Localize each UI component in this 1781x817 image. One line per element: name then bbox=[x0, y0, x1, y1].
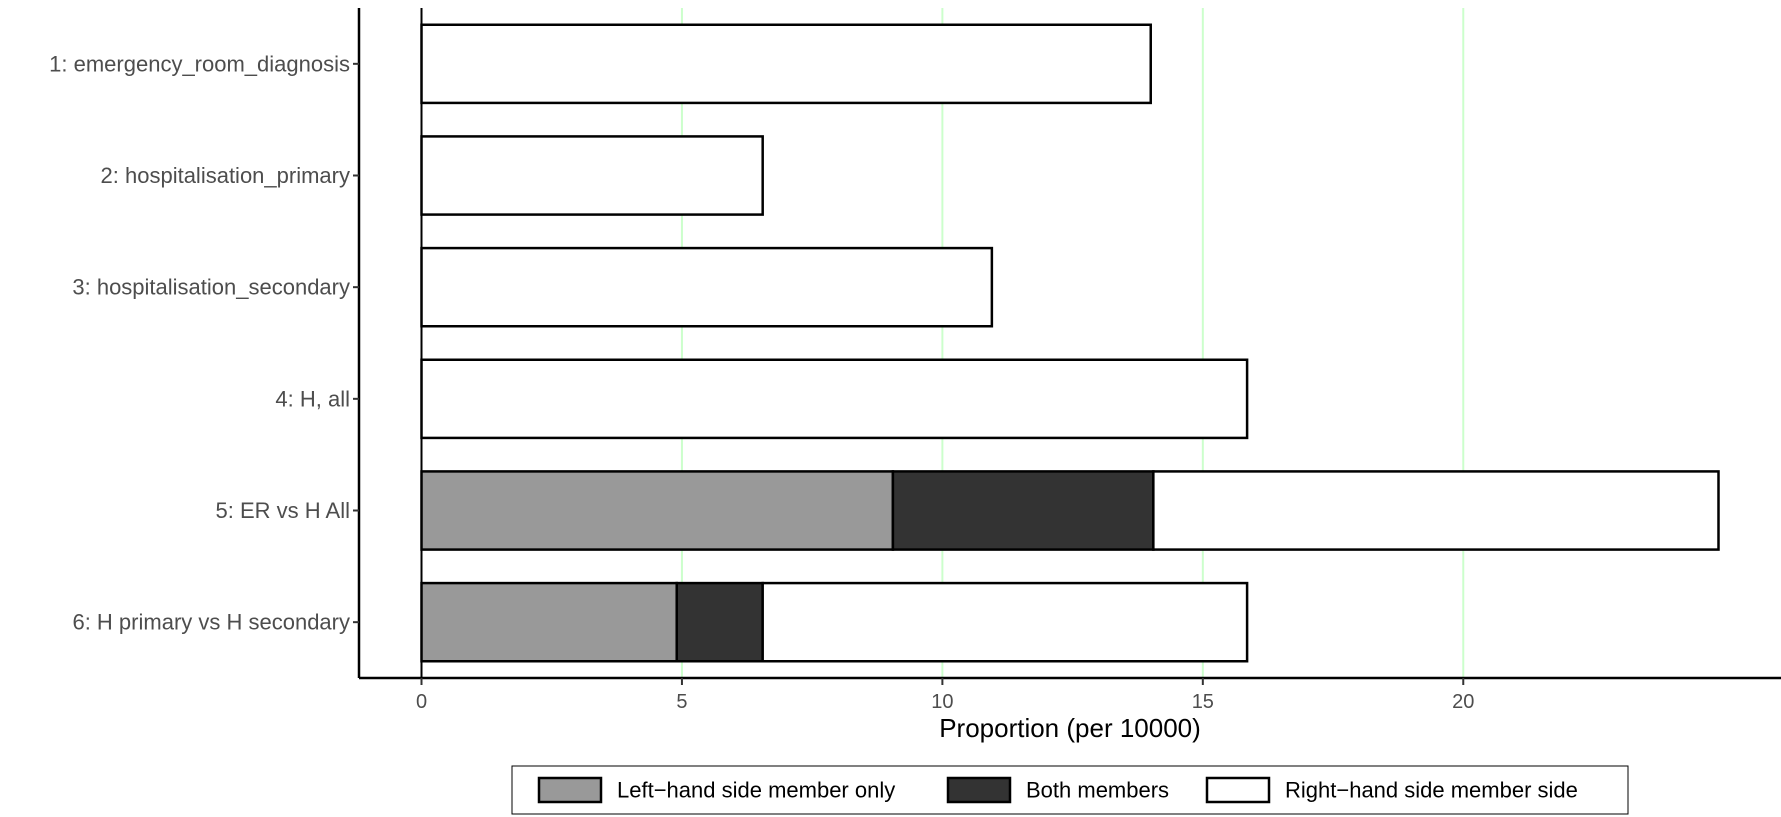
gridlines bbox=[680, 8, 1465, 678]
bar-segment bbox=[420, 358, 1249, 440]
category-label: 2: hospitalisation_primary bbox=[101, 163, 350, 188]
bar-segment bbox=[891, 470, 1155, 551]
bar-segment bbox=[420, 246, 994, 328]
x-ticks: 0 5 10 15 20 bbox=[416, 678, 1474, 713]
x-tick-label: 15 bbox=[1192, 691, 1214, 713]
x-tick-label: 10 bbox=[931, 691, 953, 713]
category-labels: 1: emergency_room_diagnosis 2: hospitalis… bbox=[49, 51, 350, 634]
bar-segment bbox=[1152, 470, 1720, 551]
category-label: 3: hospitalisation_secondary bbox=[72, 275, 350, 300]
bar-segment bbox=[420, 581, 678, 663]
legend-swatch bbox=[946, 776, 1012, 804]
legend-box bbox=[511, 765, 1629, 815]
x-tick-label: 0 bbox=[416, 691, 427, 713]
axes bbox=[353, 8, 1781, 680]
legend-label: Left−hand side member only bbox=[617, 778, 895, 803]
legend-label: Right−hand side member side bbox=[1285, 778, 1578, 803]
category-label: 1: emergency_room_diagnosis bbox=[49, 51, 350, 76]
bars bbox=[420, 23, 1720, 663]
legend: Left−hand side member only Both members Ri… bbox=[511, 765, 1629, 815]
category-label: 5: ER vs H All bbox=[216, 498, 350, 523]
bar-segment bbox=[420, 470, 895, 551]
bar-segment bbox=[420, 23, 1152, 105]
bar-segment bbox=[675, 581, 764, 663]
legend-swatch bbox=[537, 776, 603, 804]
legend-swatch bbox=[1205, 776, 1271, 804]
x-axis-title: Proportion (per 10000) bbox=[939, 713, 1201, 743]
category-label: 6: H primary vs H secondary bbox=[72, 610, 350, 635]
category-label: 4: H, all bbox=[275, 386, 350, 411]
x-tick-label: 20 bbox=[1452, 691, 1474, 713]
bar-segment bbox=[420, 135, 764, 216]
legend-label: Both members bbox=[1026, 778, 1169, 803]
x-tick-label: 5 bbox=[676, 691, 687, 713]
bar-segment bbox=[761, 581, 1249, 663]
